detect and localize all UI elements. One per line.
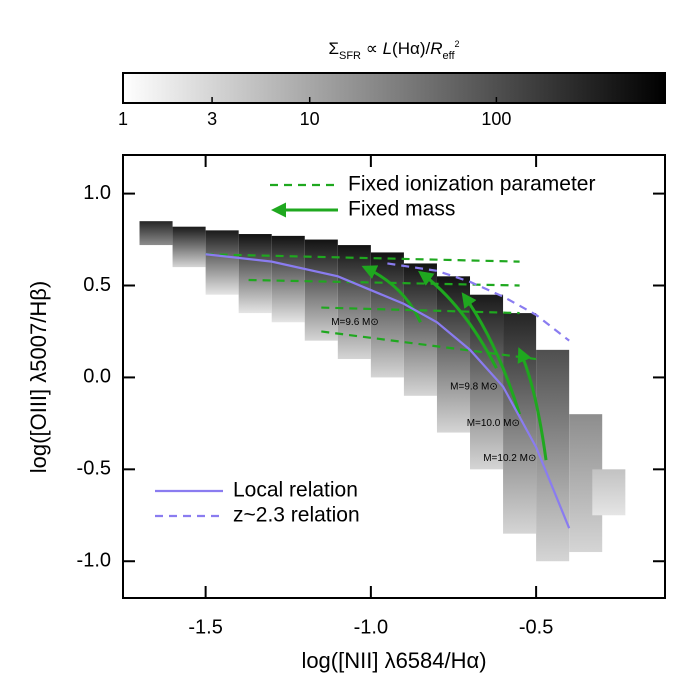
x-tick-label: -1.5 — [188, 616, 222, 638]
y-tick-label: -0.5 — [77, 458, 111, 480]
colorbar-tick-label: 100 — [481, 109, 511, 129]
density-column — [139, 221, 173, 246]
mass-label: M=10.0 M⊙ — [467, 418, 520, 429]
legend-label: Fixed ionization parameter — [348, 173, 595, 196]
series-line — [205, 253, 571, 529]
series-line — [361, 265, 422, 323]
colorbar — [122, 72, 666, 104]
y-tick-label: -1.0 — [77, 550, 111, 572]
mass-label: M=10.2 M⊙ — [483, 453, 536, 464]
series-line — [418, 270, 498, 369]
legend-label: z~2.3 relation — [233, 504, 360, 527]
y-tick-label: 0.5 — [83, 274, 111, 296]
series-line — [517, 347, 548, 461]
colorbar-tick-label: 10 — [300, 109, 320, 129]
series-line — [461, 292, 522, 415]
x-tick-label: -1.0 — [354, 616, 388, 638]
density-column — [592, 469, 626, 516]
density-column — [271, 235, 305, 323]
colorbar-tick-label: 3 — [207, 109, 217, 129]
series-line — [387, 262, 570, 342]
x-tick-label: -0.5 — [519, 616, 553, 638]
colorbar-label: ΣSFR ∝ L(Hα)/Reff2 — [328, 39, 459, 62]
density-column — [370, 252, 404, 378]
density-column — [238, 234, 272, 314]
legend-label: Local relation — [233, 479, 358, 502]
density-column — [337, 245, 371, 360]
density-column — [536, 349, 570, 562]
density-column — [436, 276, 471, 433]
y-tick-label: 0.0 — [83, 366, 111, 388]
mass-label: M=9.8 M⊙ — [450, 381, 498, 392]
y-tick-label: 1.0 — [83, 182, 111, 204]
x-axis-title: log([NII] λ6584/Hα) — [301, 648, 486, 673]
series-line — [205, 253, 520, 263]
y-axis-title: log([OIII] λ5007/Hβ) — [26, 281, 51, 473]
density-column — [172, 226, 206, 268]
colorbar-tick-label: 1 — [118, 109, 128, 129]
mass-label: M=9.6 M⊙ — [331, 317, 379, 328]
density-column — [205, 230, 239, 295]
series-line — [321, 306, 520, 315]
legend-label: Fixed mass — [348, 198, 455, 221]
